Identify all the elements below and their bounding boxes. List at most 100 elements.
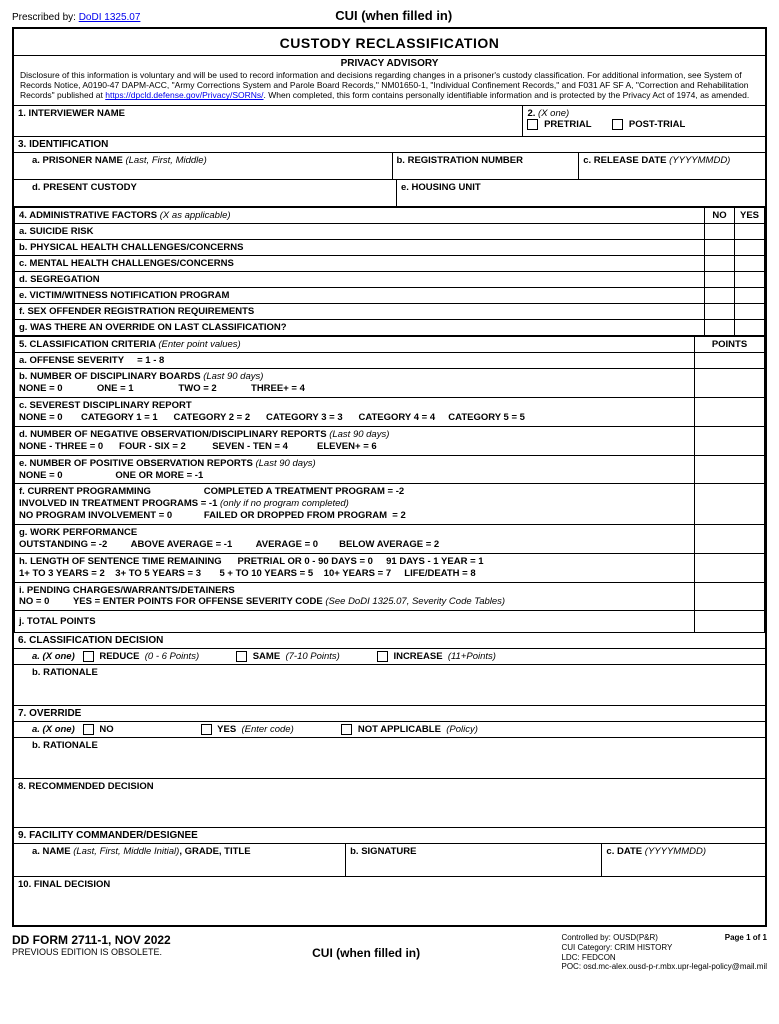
s5d-l2: NONE - THREE = 0 FOUR - SIX = 2 SEVEN - … xyxy=(19,441,377,452)
override-no-checkbox[interactable] xyxy=(83,724,94,735)
ldc: LDC: FEDCON xyxy=(561,953,767,963)
housing-unit-cell: e. HOUSING UNIT xyxy=(397,180,765,206)
s5h-points[interactable] xyxy=(695,553,765,582)
s8-row: 8. RECOMMENDED DECISION xyxy=(14,779,765,828)
s5d-hint: (Last 90 days) xyxy=(329,429,389,440)
cui-footer: CUI (when filled in) xyxy=(312,946,420,960)
s5j: j. TOTAL POINTS xyxy=(15,611,695,633)
s5c-points[interactable] xyxy=(695,398,765,427)
yes-header: YES xyxy=(735,207,765,223)
s5f-l2h: (only if no program completed) xyxy=(220,498,349,509)
s5g-points[interactable] xyxy=(695,525,765,554)
s5e-points[interactable] xyxy=(695,455,765,484)
prisoner-name-label: a. PRISONER NAME xyxy=(32,155,123,166)
footer-right: Controlled by: OUSD(P&R) Page 1 of 1 CUI… xyxy=(561,933,767,971)
override-na-hint: (Policy) xyxy=(446,724,478,735)
s9a-hint: (Last, First, Middle Initial) xyxy=(73,846,179,857)
s2-label: 2. xyxy=(527,108,535,119)
s5f-l3: NO PROGRAM INVOLVEMENT = 0 FAILED OR DRO… xyxy=(19,510,406,521)
s4e-no[interactable] xyxy=(705,287,735,303)
increase-label: INCREASE xyxy=(393,651,442,662)
s5f-points[interactable] xyxy=(695,484,765,525)
s5h-l2: 1+ TO 3 YEARS = 2 3+ TO 5 YEARS = 3 5 + … xyxy=(19,568,476,579)
posttrial-checkbox[interactable] xyxy=(612,119,623,130)
s4b-yes[interactable] xyxy=(735,239,765,255)
increase-checkbox[interactable] xyxy=(377,651,388,662)
reduce-checkbox[interactable] xyxy=(83,651,94,662)
s5d-l1: d. NUMBER OF NEGATIVE OBSERVATION/DISCIP… xyxy=(19,429,327,440)
s7a-cell: a. (X one) NO YES (Enter code) NOT APPLI… xyxy=(14,722,765,737)
s2-hint: (X one) xyxy=(538,108,569,119)
s4f-no[interactable] xyxy=(705,303,735,319)
cui-category: CUI Category: CRIM HISTORY xyxy=(561,943,767,953)
s4g-yes[interactable] xyxy=(735,319,765,335)
override-yes-checkbox[interactable] xyxy=(201,724,212,735)
s4e-label: e. VICTIM/WITNESS NOTIFICATION PROGRAM xyxy=(15,287,705,303)
s5-hint: (Enter point values) xyxy=(158,339,240,350)
prescribed-link[interactable]: DoDI 1325.07 xyxy=(79,12,141,23)
s5-table: 5. CLASSIFICATION CRITERIA (Enter point … xyxy=(14,336,765,634)
override-yes-label: YES xyxy=(217,724,236,735)
same-checkbox[interactable] xyxy=(236,651,247,662)
s5h-l1: h. LENGTH OF SENTENCE TIME REMAINING PRE… xyxy=(19,556,484,567)
s4g-no[interactable] xyxy=(705,319,735,335)
s7a-row: a. (X one) NO YES (Enter code) NOT APPLI… xyxy=(14,722,765,738)
s5f-l1: f. CURRENT PROGRAMMING COMPLETED A TREAT… xyxy=(19,486,404,497)
s5e-hint: (Last 90 days) xyxy=(255,458,315,469)
s4-header-cell: 4. ADMINISTRATIVE FACTORS (X as applicab… xyxy=(15,207,705,223)
s4e-yes[interactable] xyxy=(735,287,765,303)
s9b-cell: b. SIGNATURE xyxy=(346,844,602,876)
form-id: DD FORM 2711-1, NOV 2022 xyxy=(12,933,171,947)
s4d-label: d. SEGREGATION xyxy=(15,271,705,287)
present-custody-cell: d. PRESENT CUSTODY xyxy=(14,180,397,206)
override-na-label: NOT APPLICABLE xyxy=(358,724,441,735)
s3-row1: a. PRISONER NAME (Last, First, Middle) b… xyxy=(14,153,765,180)
privacy-text-b: . When completed, this form contains per… xyxy=(264,90,750,100)
s6a-hint: a. (X one) xyxy=(32,651,75,662)
s5c-l2: NONE = 0 CATEGORY 1 = 1 CATEGORY 2 = 2 C… xyxy=(19,412,525,423)
s9c-hint: (YYYYMMDD) xyxy=(645,846,706,857)
s4b-no[interactable] xyxy=(705,239,735,255)
s5i-points[interactable] xyxy=(695,582,765,611)
s5g: g. WORK PERFORMANCE OUTSTANDING = -2 ABO… xyxy=(15,525,695,554)
obsolete-note: PREVIOUS EDITION IS OBSOLETE. xyxy=(12,947,171,957)
reduce-hint: (0 - 6 Points) xyxy=(145,651,199,662)
s4a-yes[interactable] xyxy=(735,223,765,239)
s4-table: 4. ADMINISTRATIVE FACTORS (X as applicab… xyxy=(14,207,765,336)
interviewer-name-cell: 1. INTERVIEWER NAME xyxy=(14,106,523,136)
pretrial-label: PRETRIAL xyxy=(544,119,592,130)
s6b-cell: b. RATIONALE xyxy=(14,665,765,705)
release-date-cell: c. RELEASE DATE (YYYYMMDD) xyxy=(579,153,765,179)
interviewer-name-label: 1. INTERVIEWER NAME xyxy=(18,108,125,119)
s4c-yes[interactable] xyxy=(735,255,765,271)
s4d-no[interactable] xyxy=(705,271,735,287)
s4a-no[interactable] xyxy=(705,223,735,239)
s4d-yes[interactable] xyxy=(735,271,765,287)
increase-hint: (11+Points) xyxy=(448,651,496,662)
s9a-suffix: , GRADE, TITLE xyxy=(179,846,250,857)
reduce-label: REDUCE xyxy=(99,651,139,662)
trial-type-cell: 2. (X one) PRETRIAL POST-TRIAL xyxy=(523,106,765,136)
s6-header: 6. CLASSIFICATION DECISION xyxy=(14,633,765,649)
s5e-l2: NONE = 0 ONE OR MORE = -1 xyxy=(19,470,203,481)
s5i-l1: i. PENDING CHARGES/WARRANTS/DETAINERS xyxy=(19,585,235,596)
s5d-points[interactable] xyxy=(695,426,765,455)
s5j-points[interactable] xyxy=(695,611,765,633)
s4c-no[interactable] xyxy=(705,255,735,271)
prescribed-by: Prescribed by: DoDI 1325.07 xyxy=(12,12,140,23)
present-custody-label: d. PRESENT CUSTODY xyxy=(32,182,137,193)
footer-left: DD FORM 2711-1, NOV 2022 PREVIOUS EDITIO… xyxy=(12,933,171,957)
privacy-link[interactable]: https://dpcld.defense.gov/Privacy/SORNs/ xyxy=(105,90,263,100)
privacy-title: PRIVACY ADVISORY xyxy=(20,58,759,70)
s5a-points[interactable] xyxy=(695,352,765,369)
s5b-l2: NONE = 0 ONE = 1 TWO = 2 THREE+ = 4 xyxy=(19,383,305,394)
privacy-advisory: PRIVACY ADVISORY Disclosure of this info… xyxy=(14,56,765,106)
s10-label: 10. FINAL DECISION xyxy=(18,879,110,890)
s5b-points[interactable] xyxy=(695,369,765,398)
override-na-checkbox[interactable] xyxy=(341,724,352,735)
s6a-cell: a. (X one) REDUCE (0 - 6 Points) SAME (7… xyxy=(14,649,765,664)
s4g-label: g. WAS THERE AN OVERRIDE ON LAST CLASSIF… xyxy=(15,319,705,335)
pretrial-checkbox[interactable] xyxy=(527,119,538,130)
s6b-row: b. RATIONALE xyxy=(14,665,765,706)
s4f-yes[interactable] xyxy=(735,303,765,319)
